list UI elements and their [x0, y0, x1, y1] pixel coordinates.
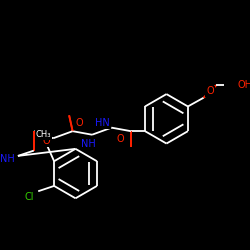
- Text: O: O: [42, 136, 50, 146]
- Text: O: O: [76, 118, 84, 128]
- Text: NH: NH: [81, 138, 96, 148]
- Text: O: O: [116, 134, 124, 144]
- Text: O: O: [206, 86, 214, 97]
- Text: OH: OH: [237, 80, 250, 90]
- Text: HN: HN: [95, 118, 110, 128]
- Text: CH₃: CH₃: [36, 130, 51, 139]
- Text: Cl: Cl: [24, 192, 34, 202]
- Text: NH: NH: [0, 154, 15, 164]
